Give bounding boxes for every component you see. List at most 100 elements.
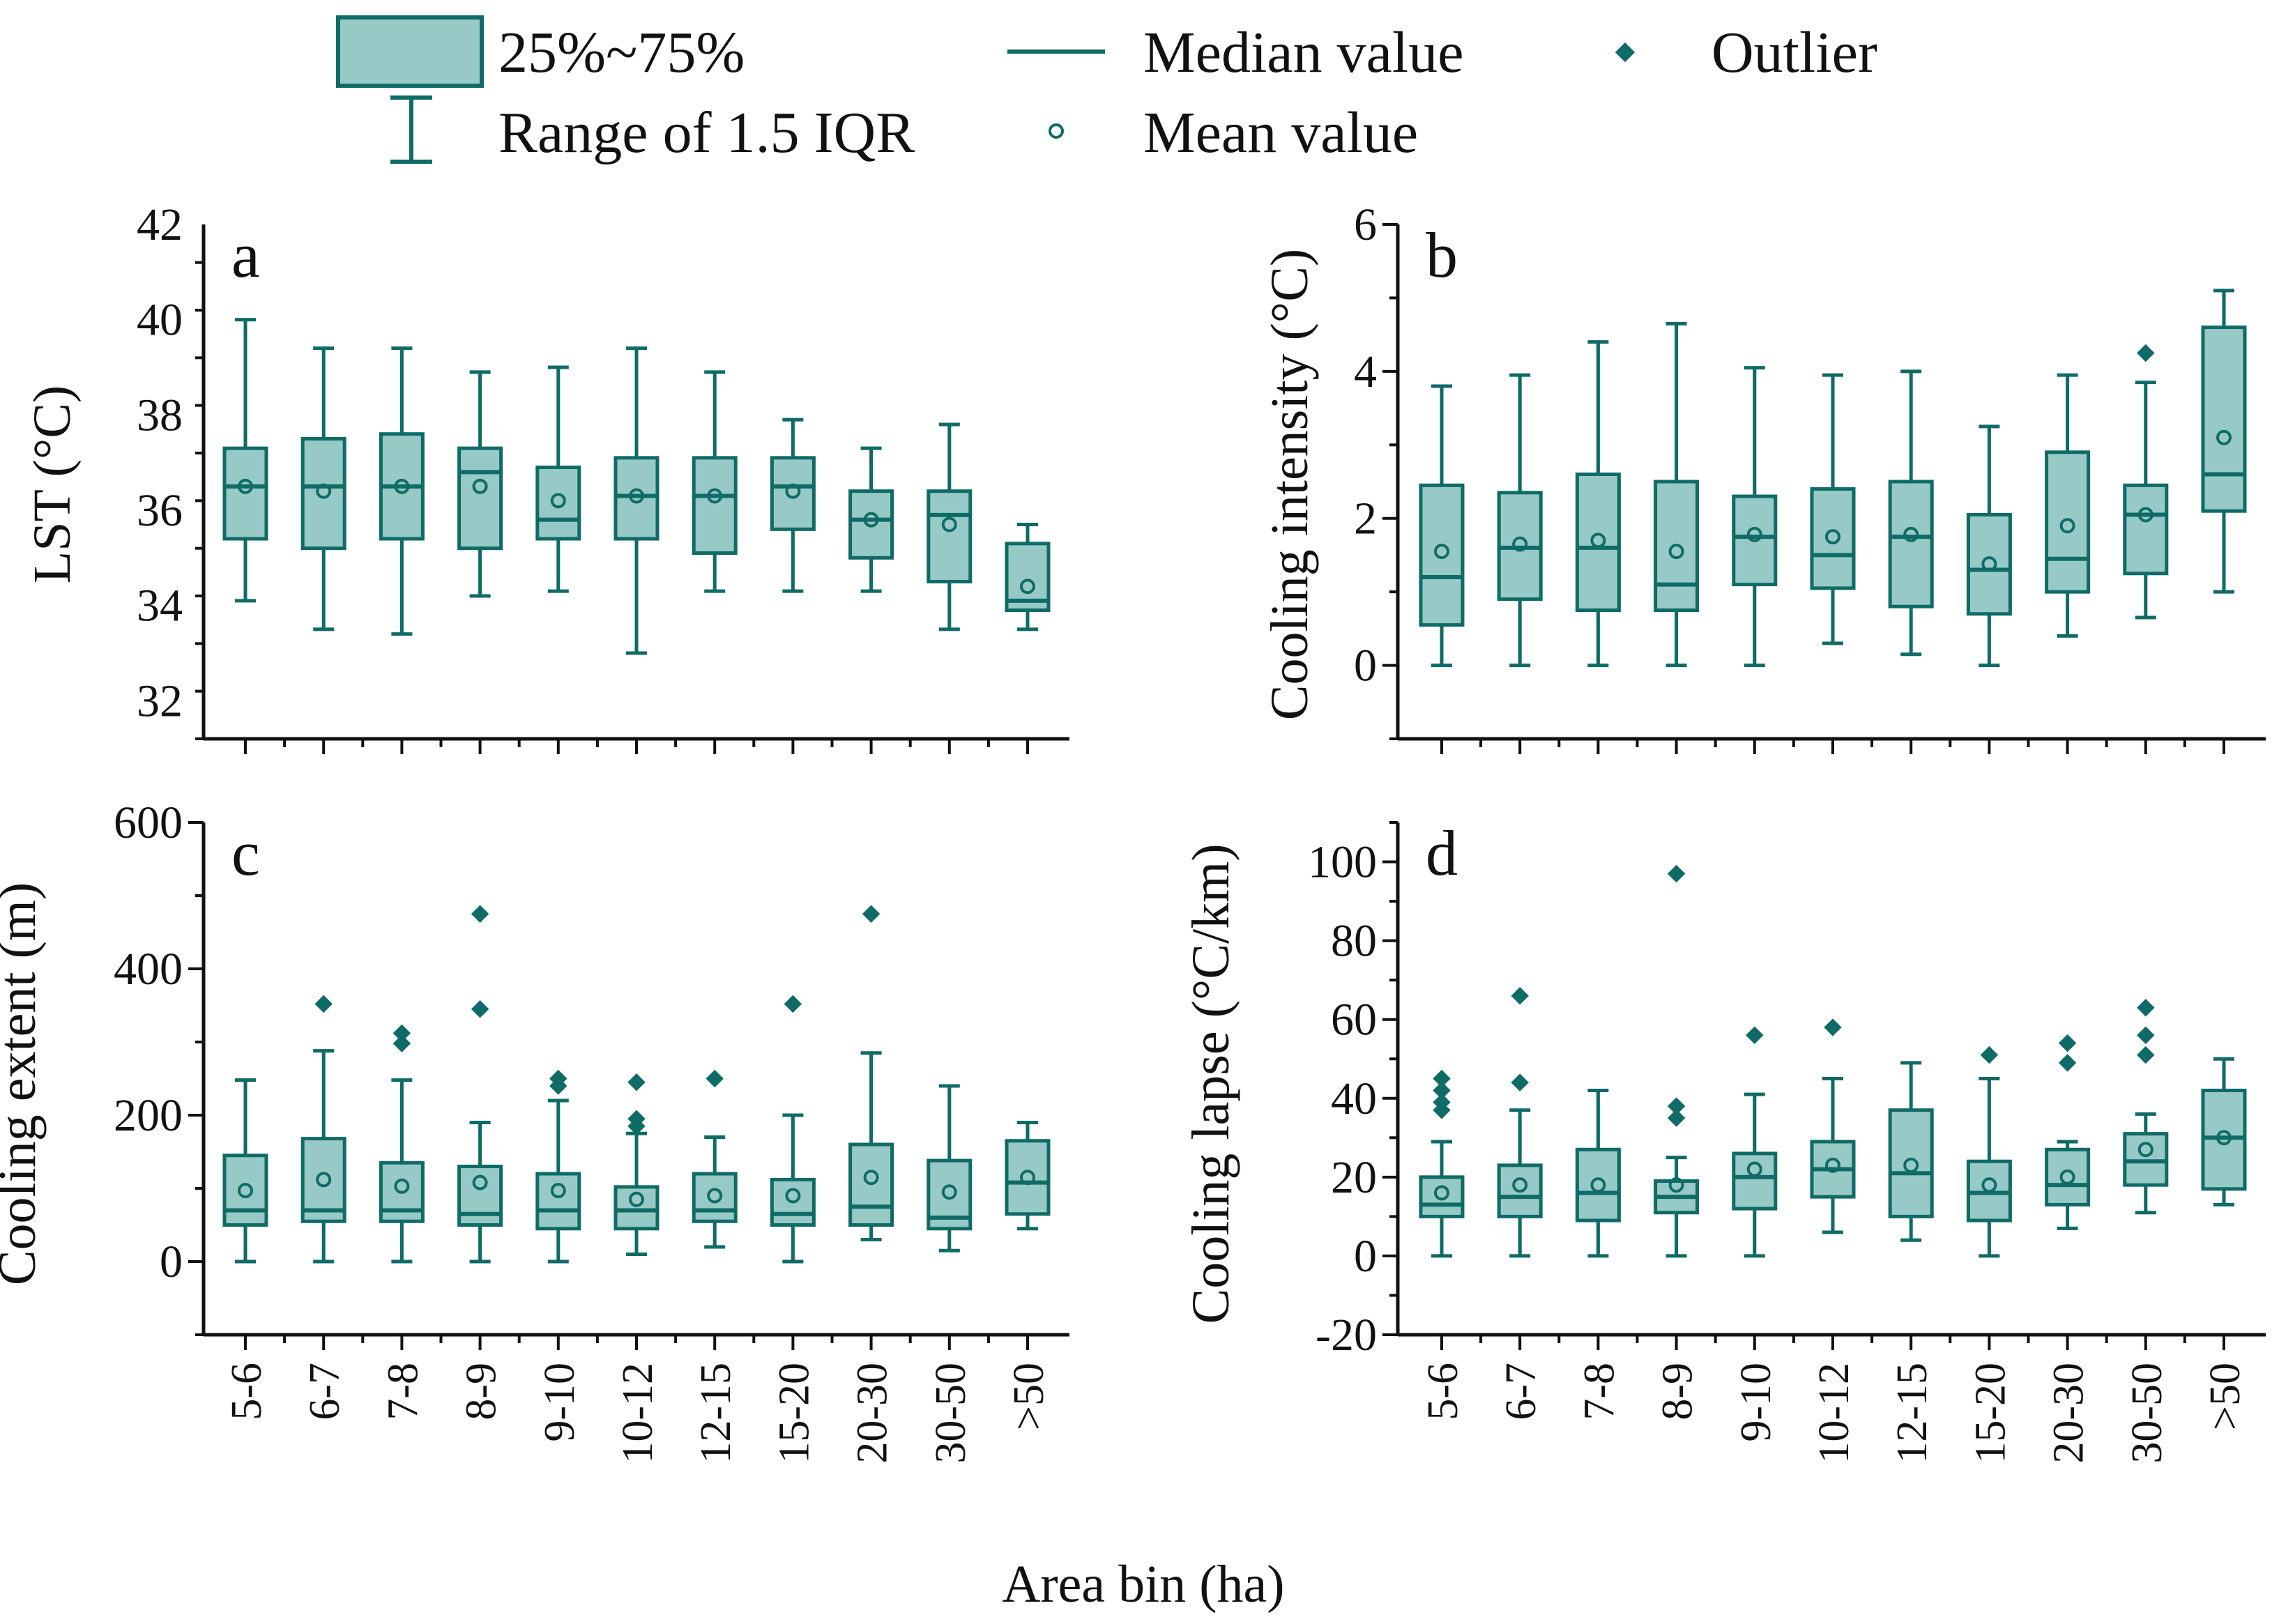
panel-b-y-tick-label: 4 xyxy=(1354,346,1377,397)
panel-d-box-7 xyxy=(1888,1061,1934,1242)
outlier-marker xyxy=(471,905,489,923)
mean-marker xyxy=(472,478,488,494)
iqr-box xyxy=(535,466,581,541)
iqr-box xyxy=(1575,472,1621,613)
panel-a-y-tick-label: 40 xyxy=(137,295,183,346)
legend-whisker-swatch xyxy=(390,95,432,164)
mean-marker xyxy=(629,1191,644,1207)
mean-marker xyxy=(1746,1161,1762,1177)
panel-c-category-label: 8-9 xyxy=(458,1363,505,1420)
panel-d-category-label: 10-12 xyxy=(1810,1363,1858,1464)
outlier-marker xyxy=(314,995,333,1013)
panel-c-y-tick-label: 400 xyxy=(114,944,183,995)
outlier-marker xyxy=(2058,1054,2077,1072)
legend-box-label: 25%~75% xyxy=(498,20,745,85)
x-axis-title: Area bin (ha) xyxy=(1002,1555,1284,1614)
legend-mean-label: Mean value xyxy=(1143,100,1418,165)
iqr-box xyxy=(1888,480,1934,608)
legend-whisker-label: Range of 1.5 IQR xyxy=(498,100,915,165)
panel-c-y-tick-label: 0 xyxy=(160,1236,183,1287)
panel-a-y-tick-label: 36 xyxy=(137,485,183,536)
iqr-box xyxy=(300,1137,346,1223)
mean-marker xyxy=(2137,507,2153,523)
panel-a-box-10 xyxy=(927,422,973,631)
iqr-box xyxy=(300,437,346,551)
mean-marker xyxy=(707,488,723,504)
panel-c-box-9 xyxy=(848,905,894,1241)
panel-a-box-8 xyxy=(770,418,816,593)
panel-b-box-1 xyxy=(1419,384,1465,668)
mean-marker xyxy=(1512,536,1528,552)
panel-d-y-tick-label: 80 xyxy=(1331,916,1377,967)
panel-c-letter: c xyxy=(231,818,260,889)
iqr-box xyxy=(1419,483,1465,627)
outlier-marker xyxy=(2137,1026,2155,1045)
outlier-marker xyxy=(392,1024,411,1043)
panel-d-category-label: 5-6 xyxy=(1419,1363,1467,1420)
panel-d-category-label: 6-7 xyxy=(1497,1363,1545,1420)
mean-marker xyxy=(941,516,957,533)
iqr-box xyxy=(613,456,660,541)
mean-marker xyxy=(1825,529,1840,545)
panel-d-category-label: 7-8 xyxy=(1576,1363,1623,1420)
iqr-box xyxy=(535,1172,581,1231)
panel-a-letter: a xyxy=(231,220,260,291)
panel-d-category-label: 12-15 xyxy=(1889,1363,1936,1464)
outlier-marker xyxy=(1511,987,1529,1005)
iqr-box xyxy=(2123,483,2169,576)
panel-c-category-label: 10-12 xyxy=(614,1363,662,1464)
panel-c-box-11 xyxy=(1005,1121,1051,1231)
outlier-marker xyxy=(2137,1045,2155,1064)
panel-c-box-5 xyxy=(535,1069,581,1264)
mean-marker xyxy=(1981,556,1997,572)
outlier-marker xyxy=(1746,1026,1764,1045)
panel-b-box-9 xyxy=(2045,373,2091,638)
panel-c: Cooling extent (m) c 0 200 400 600 5-6 6-7 7-8… xyxy=(0,797,1069,1464)
panel-d-box-3 xyxy=(1575,1088,1621,1258)
outlier-marker xyxy=(2137,344,2155,362)
iqr-box xyxy=(770,1177,816,1227)
panel-d-box-4 xyxy=(1654,864,1700,1258)
panel-b: Cooling intensity (°C) b 0 2 4 6 xyxy=(1260,199,2266,754)
panel-b-box-3 xyxy=(1575,340,1621,668)
panel-a-y-tick-label: 38 xyxy=(137,390,183,441)
panel-d-ylabel: Cooling lapse (°C/km) xyxy=(1182,843,1240,1324)
mean-marker xyxy=(2216,1130,2232,1146)
outlier-marker xyxy=(1433,1069,1451,1088)
panel-d-box-5 xyxy=(1732,1026,1778,1258)
panel-b-y-tick-label: 6 xyxy=(1354,199,1377,250)
panel-c-box-8 xyxy=(770,995,816,1264)
iqr-box xyxy=(770,456,816,531)
panel-a-box-9 xyxy=(848,446,894,593)
panel-b-box-11 xyxy=(2201,289,2247,594)
legend-outlier-swatch xyxy=(1615,42,1636,63)
mean-marker xyxy=(2137,1142,2153,1158)
mean-marker xyxy=(394,478,410,494)
outlier-marker xyxy=(1824,1018,1842,1036)
mean-marker xyxy=(785,1188,801,1204)
panel-a-box-3 xyxy=(379,346,425,636)
mean-marker xyxy=(316,1172,332,1188)
iqr-box xyxy=(1419,1175,1465,1218)
outlier-marker xyxy=(784,995,802,1013)
panel-a: LST (°C) a 32 34 36 38 40 42 xyxy=(23,199,1069,754)
mean-marker xyxy=(2059,518,2075,534)
panel-b-box-4 xyxy=(1654,321,1700,668)
panel-a-box-6 xyxy=(613,346,660,655)
panel-c-category-label: 9-10 xyxy=(536,1363,584,1442)
panel-c-box-3 xyxy=(379,1024,425,1264)
outlier-marker xyxy=(706,1069,724,1088)
panel-c-category-label: 20-30 xyxy=(849,1363,897,1464)
panel-d-box-8 xyxy=(1966,1045,2012,1258)
legend-box-swatch xyxy=(336,15,484,88)
mean-marker xyxy=(1903,1157,1919,1173)
panel-c-box-2 xyxy=(300,995,346,1264)
panel-a-y-tick-label: 32 xyxy=(137,675,183,726)
panel-d-category-label: 20-30 xyxy=(2045,1363,2093,1464)
iqr-box xyxy=(222,1154,268,1227)
panel-c-category-label: 7-8 xyxy=(379,1363,427,1420)
outlier-marker xyxy=(1511,1073,1529,1091)
mean-marker xyxy=(1825,1157,1840,1173)
mean-marker xyxy=(2216,429,2232,445)
panel-a-box-5 xyxy=(535,365,581,593)
